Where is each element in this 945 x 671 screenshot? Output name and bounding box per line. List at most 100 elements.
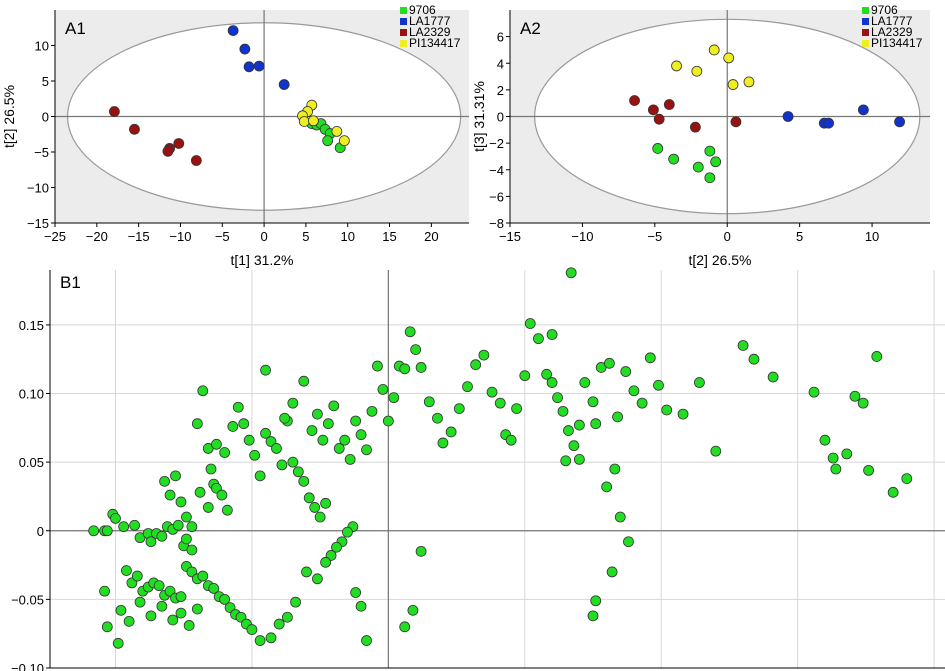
data-point [410, 344, 422, 356]
x-tick-label: 10 [865, 229, 879, 244]
data-point [243, 61, 255, 73]
data-point [614, 511, 626, 523]
legend-label: LA1777 [871, 14, 913, 28]
data-point [382, 415, 394, 427]
data-point [819, 434, 831, 446]
data-point [191, 603, 203, 615]
data-point [292, 466, 304, 478]
legend-swatch [862, 40, 869, 47]
data-point [306, 425, 318, 436]
data-point [308, 115, 319, 127]
data-point [115, 604, 127, 616]
data-point [131, 570, 143, 582]
data-point [668, 153, 680, 165]
data-point [710, 445, 722, 457]
data-point [377, 383, 389, 395]
data-point [298, 475, 310, 487]
data-point [175, 591, 187, 603]
data-point [110, 513, 121, 524]
data-point [350, 415, 362, 427]
y-axis-label: t[2] 26.5% [1, 85, 17, 148]
data-point [628, 385, 640, 397]
data-point [453, 403, 465, 415]
data-point [314, 511, 326, 523]
y-tick-label: 0.15 [19, 318, 44, 333]
x-tick-label: 15 [382, 229, 396, 244]
data-point [183, 620, 195, 631]
data-point [606, 566, 618, 578]
data-point [101, 621, 113, 633]
x-tick-label: −20 [86, 229, 108, 244]
legend-swatch [400, 40, 407, 47]
data-point [170, 470, 181, 482]
data-point [101, 525, 113, 537]
data-point [871, 351, 883, 362]
data-point [333, 443, 345, 454]
data-point [338, 135, 350, 147]
data-point [730, 116, 742, 128]
data-point [579, 377, 591, 388]
panel-label: A2 [520, 19, 541, 38]
data-point [88, 525, 100, 537]
x-tick-label: −15 [128, 229, 150, 244]
data-point [273, 618, 285, 630]
x-tick-label: −25 [44, 229, 66, 244]
data-point [186, 521, 198, 533]
data-point [663, 99, 675, 110]
data-point [232, 401, 244, 413]
x-axis-label: t[1] 31.2% [230, 252, 293, 268]
data-point [281, 611, 293, 623]
data-point [153, 580, 165, 592]
data-point [118, 521, 130, 533]
data-point [830, 463, 842, 475]
data-point [279, 412, 291, 424]
data-point [486, 386, 498, 398]
data-point [216, 489, 228, 501]
data-point [620, 366, 632, 377]
data-point [164, 489, 176, 501]
data-point [563, 425, 574, 436]
data-point [156, 530, 168, 542]
data-point [361, 635, 372, 646]
data-point [601, 481, 613, 493]
data-point [129, 123, 140, 135]
data-point [652, 143, 664, 154]
data-point [704, 172, 716, 184]
data-point [437, 437, 449, 449]
y-tick-label: 5 [42, 74, 49, 89]
data-point [350, 587, 362, 598]
data-point [689, 121, 701, 133]
data-point [191, 418, 203, 430]
data-point [197, 385, 209, 397]
y-tick-label: −0.05 [11, 592, 44, 607]
data-point [121, 565, 132, 576]
y-tick-label: 10 [35, 39, 49, 54]
data-point [355, 429, 367, 441]
y-tick-label: 0 [497, 110, 504, 125]
data-point [99, 585, 110, 597]
data-point [727, 79, 739, 90]
y-tick-label: 0.05 [19, 455, 44, 470]
x-tick-label: −5 [647, 229, 662, 244]
legend-label: LA1777 [409, 14, 451, 28]
legend-label: PI134417 [871, 36, 923, 50]
data-point [423, 396, 435, 408]
data-point [857, 397, 869, 409]
y-tick-label: 0 [42, 110, 49, 125]
data-point [159, 475, 171, 487]
data-point [239, 43, 251, 55]
data-point [653, 379, 664, 391]
panel-a1: −25 −20 −15 −10 −5 0 5 10 15 20 −15 −10 −5 0 5 10 t[1] 3… [1, 3, 469, 268]
legend-label: 9706 [409, 3, 436, 17]
data-point [470, 359, 482, 371]
data-point [587, 610, 599, 622]
data-point [276, 459, 288, 471]
data-point [309, 502, 321, 513]
y-tick-label: 0.10 [19, 387, 44, 402]
series-la1777 [782, 104, 905, 129]
data-point [312, 408, 323, 420]
data-point [112, 637, 124, 649]
x-tick-label: −10 [571, 229, 593, 244]
x-tick-label: −15 [499, 229, 521, 244]
y-tick-label: 0 [37, 524, 44, 539]
